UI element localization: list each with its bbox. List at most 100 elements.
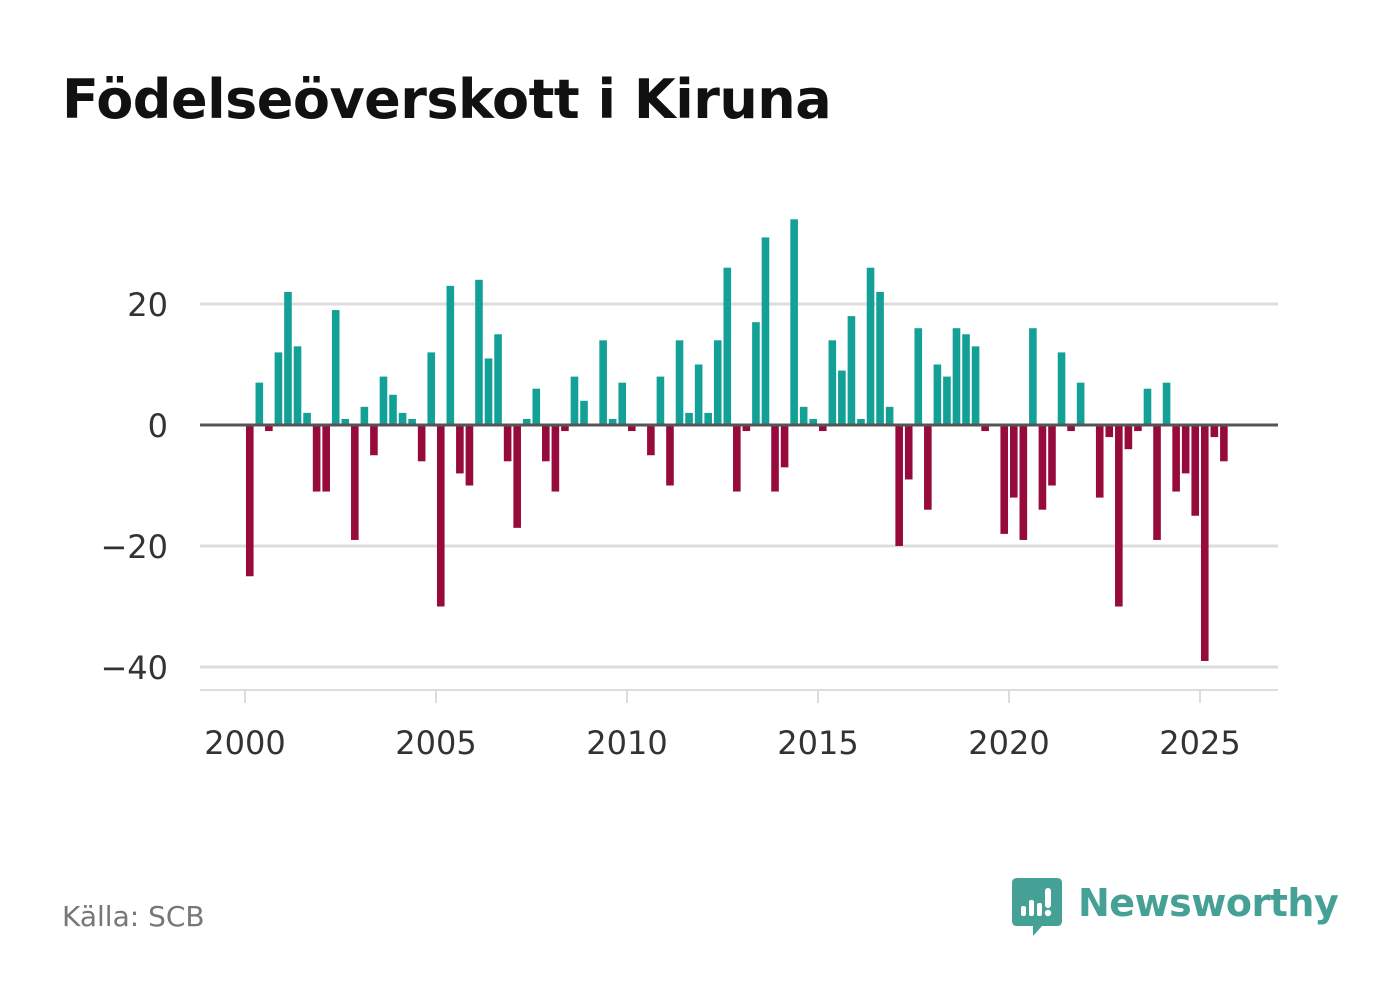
- newsworthy-logo[interactable]: Newsworthy: [1012, 878, 1339, 940]
- bar: [398, 412, 407, 425]
- bar: [656, 376, 665, 425]
- bar: [360, 406, 369, 425]
- bar: [1115, 425, 1123, 607]
- bar: [952, 328, 961, 425]
- x-tick-label: 2015: [777, 724, 858, 762]
- bar: [370, 425, 378, 456]
- bar: [818, 425, 827, 432]
- x-tick-label: 2010: [586, 724, 667, 762]
- bar-chart: 20 0 −20 −40 2000 2005 2010 2015 2020 2025: [100, 219, 1278, 762]
- bar: [981, 425, 989, 432]
- bar: [675, 340, 684, 425]
- bar: [456, 425, 464, 474]
- bar: [322, 425, 330, 492]
- bar: [733, 425, 741, 492]
- bar: [599, 340, 607, 425]
- bar: [608, 418, 617, 425]
- bar: [1191, 425, 1200, 516]
- bar: [876, 291, 884, 425]
- bar: [446, 285, 455, 425]
- x-tick-label: 2020: [968, 724, 1049, 762]
- bar: [666, 425, 674, 486]
- bar: [1210, 425, 1219, 438]
- bar: [713, 340, 722, 425]
- bar: [1019, 425, 1028, 540]
- bar: [532, 388, 541, 425]
- bar: [475, 279, 483, 425]
- x-tick-label: 2000: [204, 724, 285, 762]
- bar: [484, 358, 493, 425]
- newsworthy-logo-icon: [1012, 878, 1062, 936]
- bar: [761, 237, 770, 425]
- bar: [503, 425, 512, 462]
- bar: [895, 425, 903, 546]
- bar: [436, 425, 445, 607]
- bar: [417, 425, 426, 462]
- y-tick-label: −20: [100, 528, 168, 566]
- bar: [389, 394, 397, 425]
- bar: [971, 346, 980, 425]
- bar: [723, 267, 732, 425]
- bar: [341, 418, 350, 425]
- bar: [379, 376, 388, 425]
- bar: [408, 418, 416, 425]
- bar: [1048, 425, 1056, 486]
- bar: [265, 425, 273, 432]
- x-tick-label: 2005: [395, 724, 476, 762]
- bar: [284, 291, 292, 425]
- gridlines: [200, 302, 1278, 669]
- bar: [513, 425, 521, 528]
- bar: [245, 425, 254, 577]
- x-tick-label: 2025: [1159, 724, 1240, 762]
- bar: [494, 334, 502, 425]
- bar: [780, 425, 789, 468]
- bar: [790, 219, 798, 425]
- bar: [1124, 425, 1133, 450]
- bar: [1181, 425, 1190, 474]
- bar: [914, 328, 923, 425]
- bar: [771, 425, 779, 492]
- bar: [542, 425, 550, 462]
- bar: [312, 425, 321, 492]
- bar: [933, 364, 942, 425]
- bar: [1153, 425, 1161, 540]
- bar: [838, 370, 846, 425]
- bar: [1000, 425, 1009, 534]
- bar: [522, 418, 531, 425]
- bar: [1200, 425, 1209, 661]
- bar: [293, 346, 302, 425]
- y-tick-label: 20: [127, 286, 168, 324]
- bar: [904, 425, 913, 480]
- bar: [742, 425, 751, 432]
- bar: [1095, 425, 1104, 498]
- bar: [627, 425, 636, 432]
- bar: [303, 412, 311, 425]
- bar: [943, 376, 951, 425]
- bar: [1162, 382, 1171, 425]
- bar: [255, 382, 264, 425]
- bar: [828, 340, 837, 425]
- x-axis: 2000 2005 2010 2015 2020 2025: [200, 423, 1278, 762]
- bar: [809, 418, 818, 425]
- bar: [465, 425, 474, 486]
- bar: [885, 406, 894, 425]
- bar: [694, 364, 703, 425]
- bar: [962, 334, 970, 425]
- bar: [274, 352, 283, 425]
- bar: [1009, 425, 1018, 498]
- bar: [1172, 425, 1180, 492]
- bar: [1029, 328, 1037, 425]
- bar: [1143, 388, 1152, 425]
- bar: [1038, 425, 1047, 510]
- bar: [1067, 425, 1075, 432]
- bar: [618, 382, 627, 425]
- y-axis-ticks: 20 0 −20 −40: [100, 286, 168, 687]
- chart-title: Födelseöverskott i Kiruna: [62, 68, 832, 131]
- bar: [857, 418, 865, 425]
- source-note: Källa: SCB: [62, 900, 205, 933]
- y-tick-label: −40: [100, 649, 168, 687]
- bar: [1134, 425, 1142, 432]
- bar: [647, 425, 655, 456]
- bar: [704, 412, 712, 425]
- bar: [1057, 352, 1066, 425]
